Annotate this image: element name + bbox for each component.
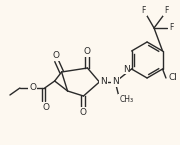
Text: N: N — [123, 65, 130, 74]
Text: F: F — [164, 6, 168, 15]
Text: O: O — [42, 103, 49, 112]
Text: F: F — [142, 6, 146, 15]
Text: O: O — [52, 51, 59, 60]
Text: CH₃: CH₃ — [119, 95, 133, 104]
Text: O: O — [29, 84, 36, 93]
Text: Cl: Cl — [169, 74, 178, 83]
Text: O: O — [84, 47, 91, 56]
Text: O: O — [80, 108, 87, 117]
Text: F: F — [169, 23, 173, 32]
Text: N: N — [112, 77, 119, 87]
Text: N: N — [100, 77, 107, 87]
